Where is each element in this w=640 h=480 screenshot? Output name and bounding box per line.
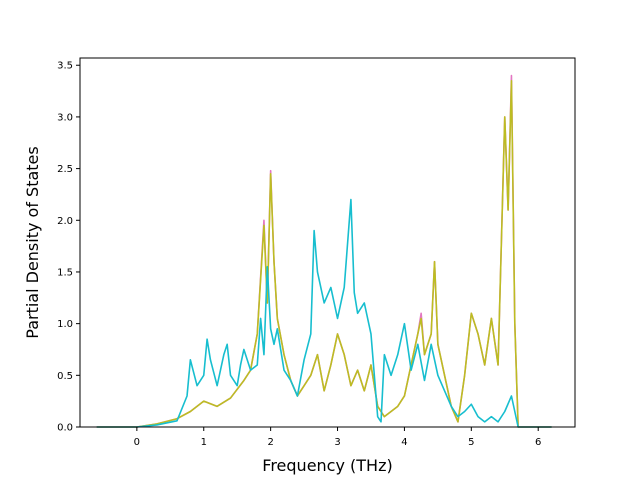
y-tick-label: 0.0 [57, 423, 73, 434]
x-tick-label: 0 [134, 437, 140, 448]
series-line-2 [96, 79, 552, 428]
y-tick-label: 3.0 [57, 112, 73, 123]
y-tick-label: 2.5 [57, 164, 73, 175]
x-tick-label: 5 [468, 437, 474, 448]
series-line-3 [96, 198, 552, 428]
x-tick-label: 6 [535, 437, 541, 448]
x-tick-label: 3 [334, 437, 340, 448]
y-axis-title: Partial Density of States [23, 146, 42, 338]
y-axis: 0.0 0.5 1.0 1.5 2.0 2.5 3.0 3.5 [57, 61, 80, 434]
x-axis-title: Frequency (THz) [262, 456, 392, 475]
x-tick-label: 1 [201, 437, 207, 448]
plot-frame [79, 57, 576, 428]
y-tick-label: 3.5 [57, 61, 73, 72]
x-axis: 0 1 2 3 4 5 6 [134, 427, 541, 448]
series-layer [96, 74, 552, 428]
y-tick-label: 2.0 [57, 216, 73, 227]
y-tick-label: 1.0 [57, 319, 73, 330]
y-tick-label: 1.5 [57, 267, 73, 278]
x-tick-label: 2 [267, 437, 273, 448]
x-tick-label: 4 [401, 437, 407, 448]
y-tick-label: 0.5 [57, 371, 73, 382]
